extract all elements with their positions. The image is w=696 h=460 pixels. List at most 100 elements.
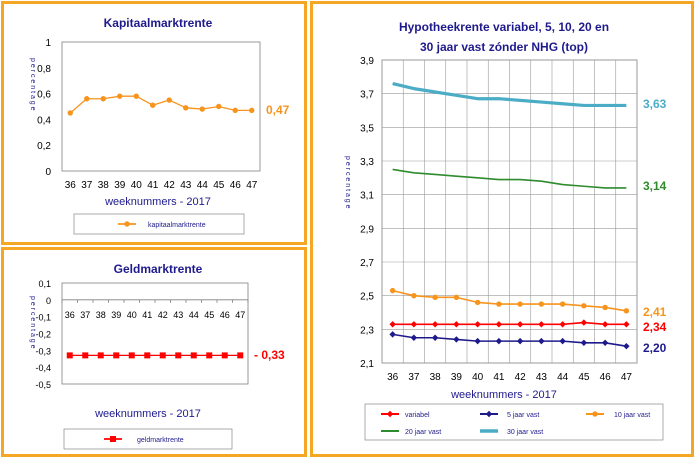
geld-x-tick-label-0: 36 [65, 310, 75, 320]
geld-y-tick-label-1: -0,4 [35, 363, 51, 373]
hypo-y-tick-label-2: 2,5 [360, 292, 374, 303]
geld-y-tick-label-0: -0,5 [35, 380, 51, 390]
hypo-legend-label-3: 20 jaar vast [405, 429, 441, 436]
hypo-series-1-end-label: 2,20 [643, 341, 667, 355]
kapitaal-legend-swatch-marker-0 [124, 221, 130, 227]
hypo-series-2-point-10 [602, 304, 608, 311]
hypo-legend-label-0: variabel [405, 412, 430, 419]
kapitaal-legend-box [73, 213, 245, 235]
hypo-series-0-point-9 [580, 319, 588, 326]
hypo-y-tick-label-6: 3,3 [360, 157, 374, 168]
hypo-y-tick-label-8: 3,7 [360, 90, 374, 101]
geld-series-0-point-3 [113, 352, 120, 359]
geld-x-axis-label: weeknummers - 2017 [94, 408, 201, 420]
hypo-series-4-line [392, 82, 627, 108]
geld-series-0-point-10 [221, 352, 228, 359]
hypo-x-tick-label-4: 40 [472, 372, 484, 383]
geld-x-tick-label-10: 46 [220, 310, 230, 320]
kapitaal-plot-frame [61, 41, 261, 172]
hypo-series-2-point-3 [453, 294, 460, 301]
geld-x-tick-label-9: 45 [204, 310, 214, 320]
kapitaal-series-0-point-11 [249, 107, 255, 114]
hypo-series-1-point-3 [453, 336, 460, 343]
hypo-series-0-point-4 [474, 321, 481, 328]
kapitaal-x-tick-label-11: 47 [246, 180, 258, 191]
hypo-x-tick-label-0: 36 [387, 372, 399, 383]
hypo-series-0-point-8 [559, 321, 566, 328]
hypo-x-axis-label: weeknummers - 2017 [450, 389, 557, 401]
hypo-series-1-point-4 [474, 337, 481, 345]
geld-x-tick-label-3: 39 [111, 310, 121, 320]
hypo-series-1-line [392, 333, 627, 347]
hypo-series-0-point-3 [453, 321, 460, 328]
hypo-x-tick-label-8: 44 [557, 372, 569, 383]
kapitaal-y-tick-label-0: 0 [45, 167, 51, 178]
geld-plot-frame [61, 282, 249, 385]
panel-hypotheekrente [310, 1, 694, 457]
hypo-y-tick-label-3: 2,7 [360, 258, 374, 269]
hypo-series-0-point-11 [623, 321, 630, 328]
kapitaal-series-0-point-10 [232, 107, 238, 114]
geld-y-tick-label-4: -0,1 [35, 313, 51, 323]
hypo-series-1-point-0 [389, 331, 396, 338]
hypo-series-2-line [392, 289, 627, 312]
hypo-series-0-point-7 [538, 321, 545, 328]
hypo-series-2-point-11 [623, 308, 630, 314]
geld-x-tick-label-8: 44 [189, 310, 199, 320]
hypo-series-1-point-2 [431, 334, 439, 341]
geld-series-0-point-5 [144, 352, 151, 359]
hypo-legend-label-1: 5 jaar vast [507, 412, 539, 419]
kapitaal-series-0-point-6 [166, 97, 172, 103]
hypo-series-2-point-2 [432, 294, 438, 301]
geld-series-0-point-0 [66, 352, 73, 359]
kapitaal-y-tick-label-3: 0,6 [37, 90, 51, 101]
hypo-series-2-point-1 [411, 292, 417, 299]
hypo-series-1-point-7 [538, 337, 545, 345]
kapitaal-y-axis-label: p e r c e n t a g e [29, 58, 36, 111]
geld-title-line-0: Geldmarktrente [114, 262, 203, 276]
hypo-series-2-point-8 [559, 301, 566, 307]
hypo-series-2-point-9 [581, 303, 587, 309]
hypo-series-1-point-1 [410, 334, 418, 341]
hypo-x-tick-label-1: 37 [408, 372, 420, 383]
kapitaal-x-tick-label-6: 42 [164, 180, 176, 191]
geld-series-0-end-label: - 0,33 [254, 348, 285, 362]
hypo-series-3-line [392, 168, 627, 189]
hypo-x-tick-label-11: 47 [621, 372, 633, 383]
kapitaal-series-0-end-label: 0,47 [266, 103, 290, 117]
hypo-series-1-point-8 [559, 337, 566, 345]
hypo-x-tick-label-5: 41 [493, 372, 505, 383]
kapitaal-x-tick-label-8: 44 [197, 180, 209, 191]
hypo-legend-label-4: 30 jaar vast [507, 429, 543, 436]
hypo-x-tick-label-2: 38 [430, 372, 442, 383]
kapitaal-y-tick-label-2: 0,4 [37, 115, 51, 126]
hypo-legend-swatch-marker-1 [485, 410, 493, 418]
hypo-series-3-end-label: 3,14 [643, 179, 667, 193]
hypo-series-2-end-label: 2,41 [643, 305, 667, 319]
hypo-title-line-1: 30 jaar vast zónder NHG (top) [420, 40, 588, 54]
hypo-legend-label-2: 10 jaar vast [614, 412, 650, 419]
kapitaal-series-0-point-4 [133, 93, 139, 99]
hypo-y-tick-label-0: 2,1 [360, 359, 374, 370]
geld-y-tick-label-5: 0 [46, 296, 51, 306]
kapitaal-y-tick-label-4: 0,8 [37, 64, 51, 75]
hypo-legend-swatch-marker-2 [592, 411, 598, 417]
hypo-series-1-point-11 [623, 342, 630, 350]
hypo-x-tick-label-10: 46 [600, 372, 612, 383]
geld-x-tick-label-1: 37 [80, 310, 90, 320]
hypo-series-0-point-5 [495, 321, 503, 328]
geld-y-tick-label-2: -0,3 [35, 346, 51, 356]
hypo-series-2-point-0 [389, 287, 396, 294]
hypo-series-2-point-6 [517, 301, 523, 307]
geld-series-0-point-11 [237, 352, 244, 359]
hypo-x-tick-label-3: 39 [451, 372, 463, 383]
hypo-series-1-point-5 [495, 337, 503, 345]
hypo-x-tick-label-9: 45 [578, 372, 590, 383]
hypo-series-0-point-0 [389, 321, 396, 328]
hypo-series-1-point-6 [516, 337, 524, 345]
kapitaal-x-tick-label-1: 37 [81, 180, 93, 191]
kapitaal-series-0-point-9 [216, 103, 222, 110]
hypo-series-2-point-7 [538, 301, 545, 307]
kapitaal-series-0-line [69, 95, 252, 114]
geld-x-tick-label-6: 42 [158, 310, 168, 320]
